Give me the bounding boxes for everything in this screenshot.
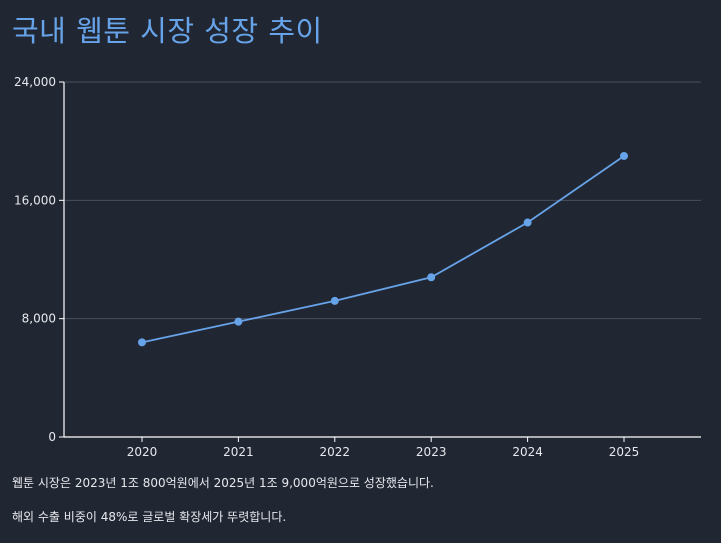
y-axis: 0 8,000 16,000 24,000 <box>14 75 65 444</box>
note-market-growth: 웹툰 시장은 2023년 1조 800억원에서 2025년 1조 9,000억원… <box>12 476 434 490</box>
y-tick-label-2: 16,000 <box>14 193 56 207</box>
x-axis: 2020 2021 2022 2023 2024 2025 <box>64 436 701 459</box>
data-point-2021 <box>234 317 243 326</box>
data-point-2024 <box>523 218 532 227</box>
chart-notes: 웹툰 시장은 2023년 1조 800억원에서 2025년 1조 9,000억원… <box>12 474 712 525</box>
x-tick-label-4: 2024 <box>512 445 543 459</box>
note-export-share: 해외 수출 비중이 48%로 글로벌 확장세가 뚜렷합니다. <box>12 510 287 524</box>
y-tick-label-3: 24,000 <box>14 75 56 89</box>
data-point-2025 <box>620 151 628 160</box>
data-point-2022 <box>330 296 339 305</box>
series-layer <box>138 151 628 347</box>
data-point-2020 <box>138 338 146 347</box>
y-tick-label-1: 8,000 <box>22 312 56 326</box>
x-tick-label-0: 2020 <box>127 445 158 459</box>
y-tick-label-0: 0 <box>48 430 56 444</box>
data-point-2023 <box>427 273 436 282</box>
x-tick-label-5: 2025 <box>609 445 640 459</box>
x-tick-label-1: 2021 <box>223 445 254 459</box>
x-tick-label-3: 2023 <box>416 445 447 459</box>
x-tick-label-2: 2022 <box>320 445 351 459</box>
chart-title: 국내 웹툰 시장 성장 추이 <box>12 14 323 48</box>
series-line-0 <box>141 155 625 344</box>
gridlines <box>64 81 701 320</box>
